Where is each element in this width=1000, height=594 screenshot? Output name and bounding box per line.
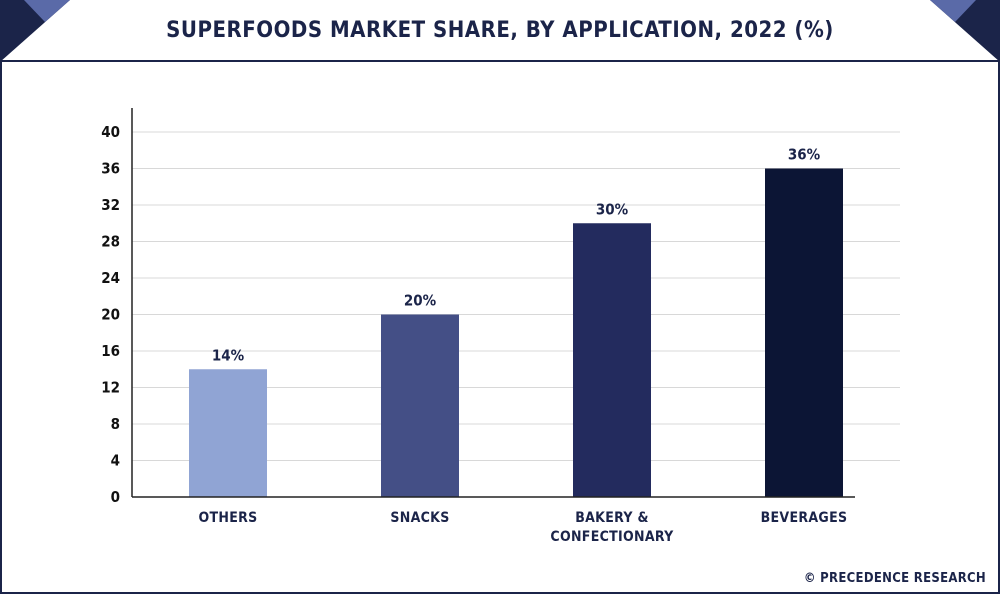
chart-title: SUPERFOODS MARKET SHARE, BY APPLICATION,…: [166, 18, 834, 43]
data-label: 36%: [788, 146, 821, 164]
data-labels: 14% 20% 30% 36%: [212, 146, 821, 365]
y-tick-label: 24: [101, 269, 120, 287]
y-tick-label: 32: [101, 196, 120, 214]
footer-credit: © PRECEDENCE RESEARCH: [803, 571, 986, 586]
y-axis-ticks: 0 4 8 12 16 20 24 28 32 36 40: [101, 123, 120, 506]
bar: [765, 168, 843, 497]
y-tick-label: 16: [101, 342, 120, 360]
bar: [573, 223, 651, 497]
y-tick-label: 8: [111, 415, 120, 433]
data-label: 30%: [596, 200, 629, 218]
x-category-label: OTHERS: [198, 510, 257, 526]
header-corner-decor: [0, 0, 1000, 62]
x-category-label: BAKERY &: [575, 510, 649, 526]
bar: [189, 369, 267, 497]
header-banner: SUPERFOODS MARKET SHARE, BY APPLICATION,…: [0, 0, 1000, 62]
y-tick-label: 36: [101, 160, 120, 178]
data-label: 20%: [404, 292, 437, 310]
x-axis-categories: OTHERS SNACKS BAKERY & CONFECTIONARY BEVERAG…: [198, 510, 847, 545]
y-tick-label: 0: [111, 488, 120, 506]
y-tick-label: 12: [101, 379, 120, 397]
x-category-label: SNACKS: [390, 510, 449, 526]
y-tick-label: 20: [101, 306, 120, 324]
y-tick-label: 28: [101, 233, 120, 251]
x-category-label: BEVERAGES: [761, 510, 848, 526]
data-label: 14%: [212, 346, 245, 364]
y-tick-label: 4: [111, 452, 120, 470]
x-category-label: CONFECTIONARY: [550, 529, 674, 545]
bars: [189, 168, 843, 497]
bar: [381, 314, 459, 497]
y-tick-label: 40: [101, 123, 120, 141]
